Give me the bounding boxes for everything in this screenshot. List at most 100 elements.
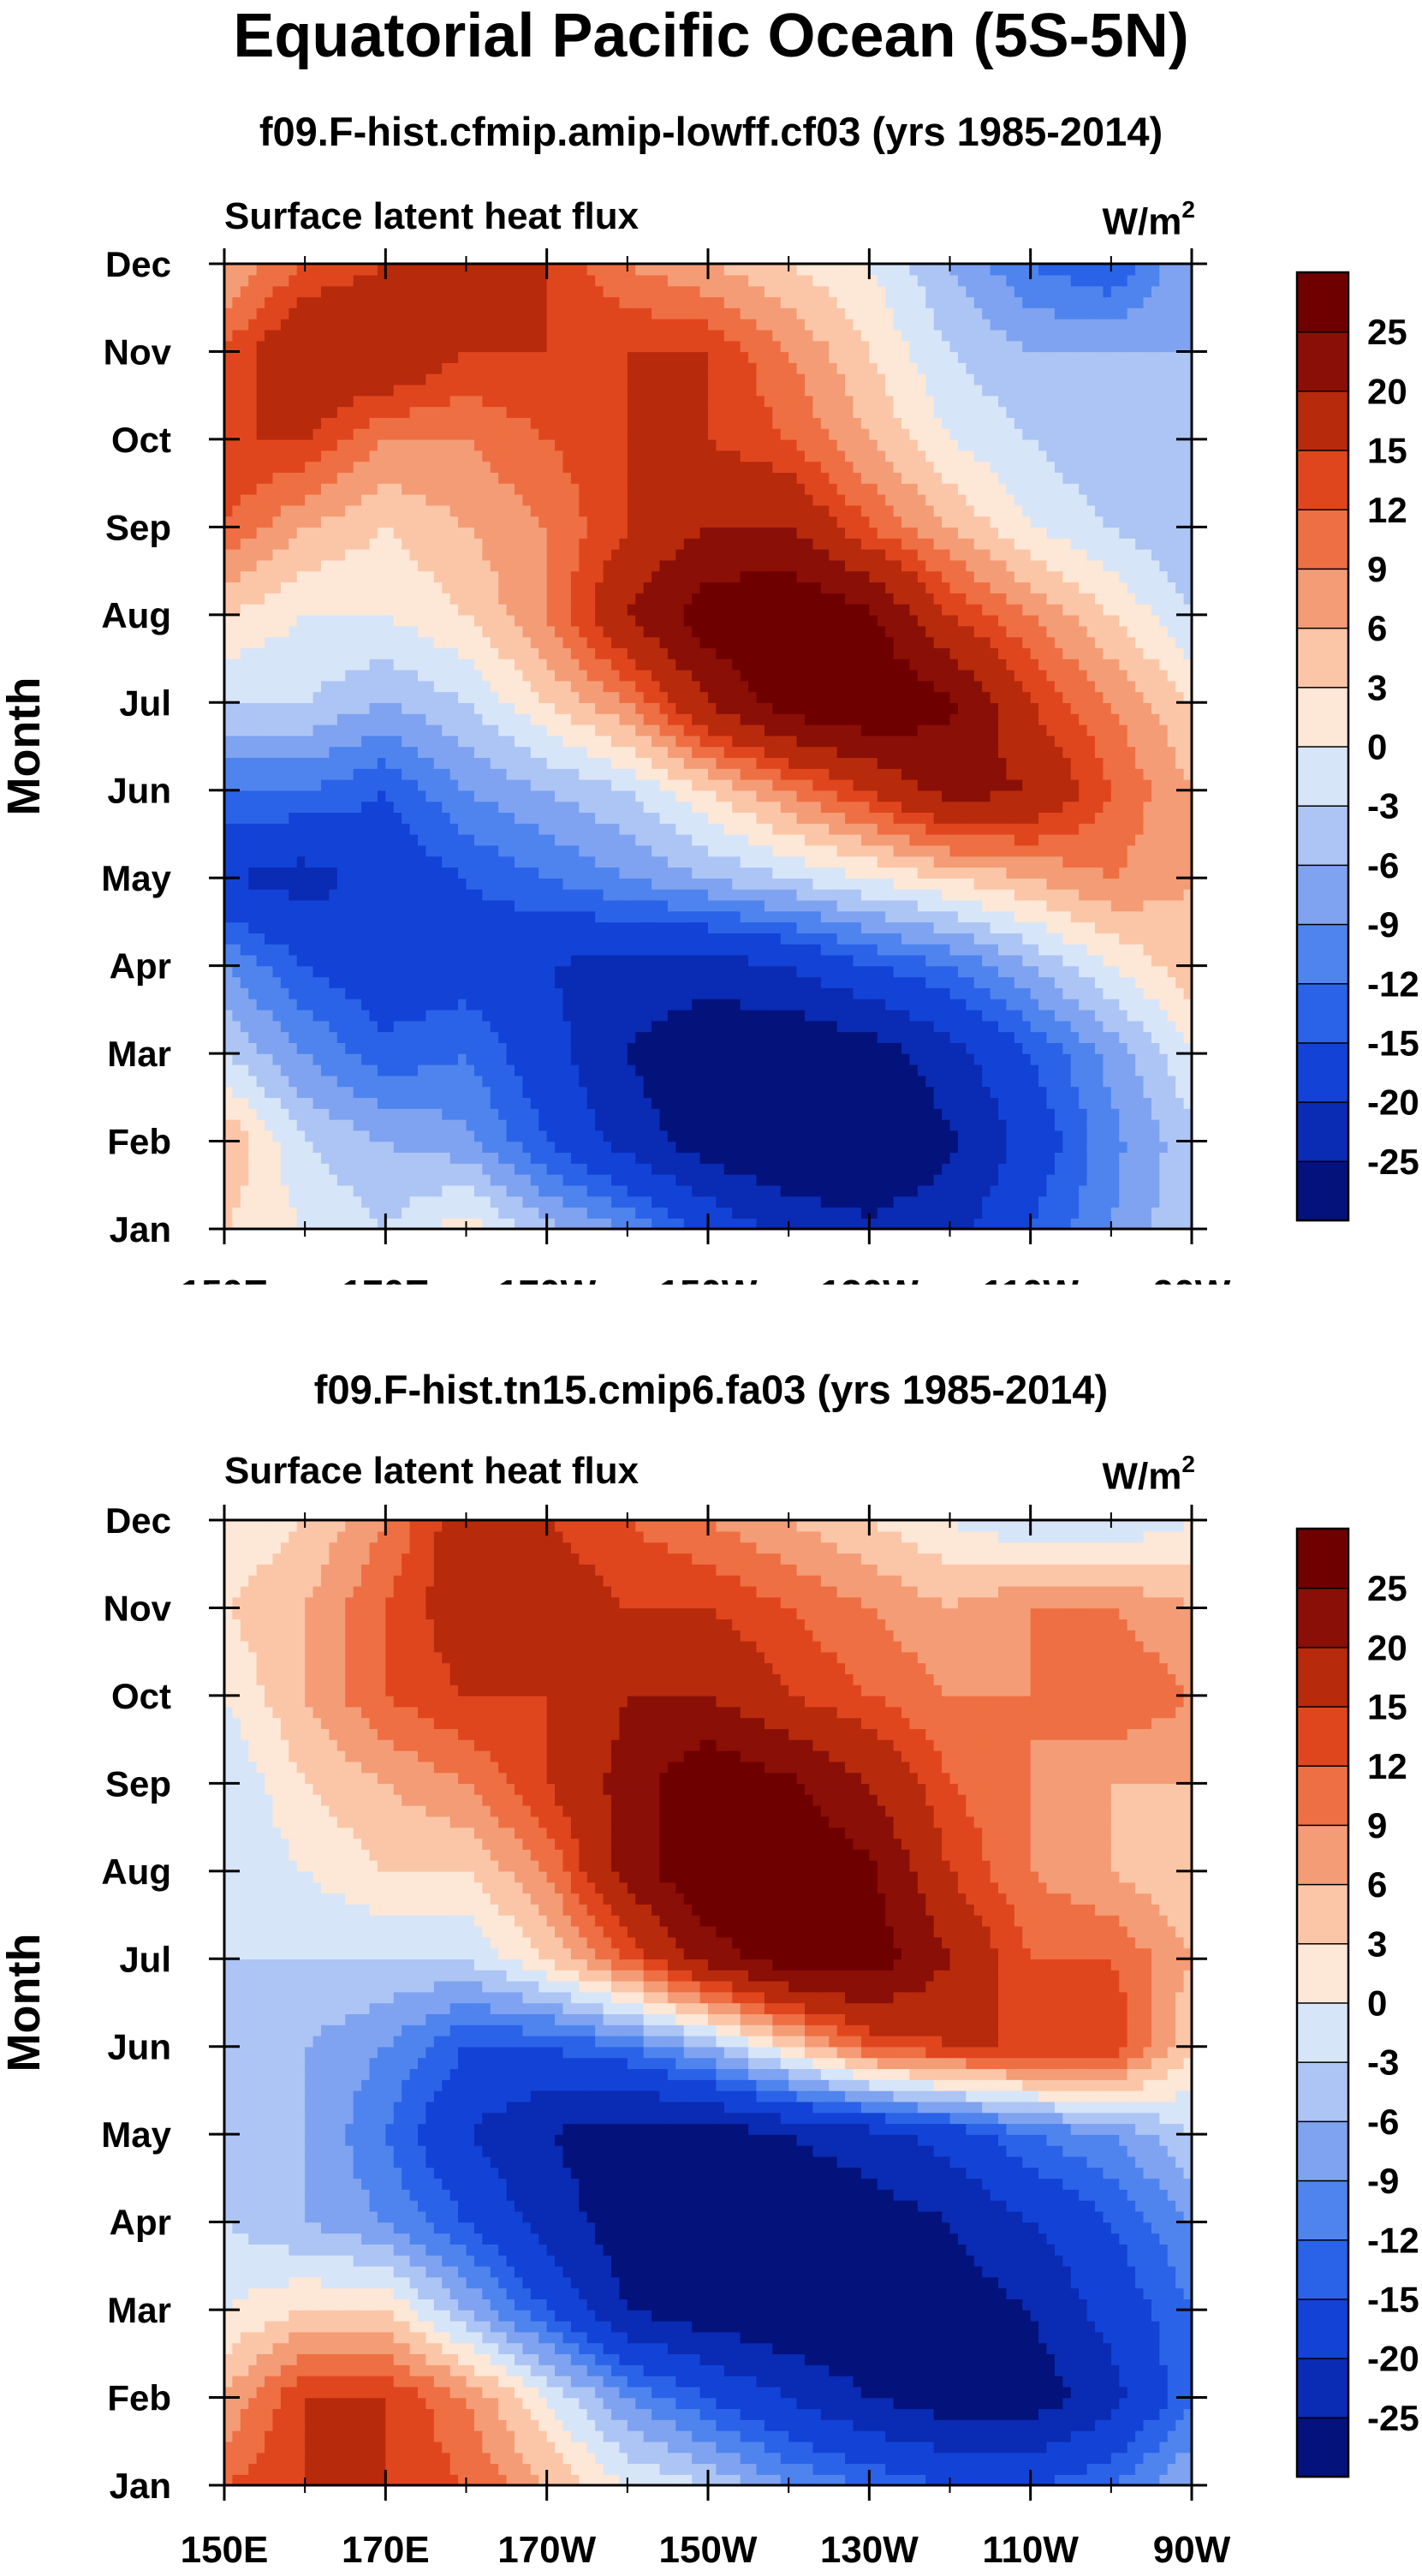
heatmap-cell xyxy=(1086,888,1096,901)
heatmap-cell xyxy=(925,823,935,835)
heatmap-cell xyxy=(699,801,709,814)
heatmap-cell xyxy=(1110,844,1120,857)
heatmap-cell xyxy=(482,801,491,814)
heatmap-cell xyxy=(820,999,830,1011)
heatmap-cell xyxy=(845,1064,854,1076)
heatmap-cell xyxy=(1143,1097,1152,1109)
heatmap-cell xyxy=(901,867,911,879)
heatmap-cell xyxy=(796,987,806,999)
heatmap-cell xyxy=(659,910,669,923)
heatmap-cell xyxy=(1086,1053,1096,1065)
heatmap-cell xyxy=(917,867,926,879)
heatmap-cell xyxy=(1079,1118,1088,1131)
heatmap-cell xyxy=(530,1218,539,1230)
heatmap-cell xyxy=(820,1184,830,1197)
heatmap-cell xyxy=(1006,823,1015,835)
heatmap-cell xyxy=(312,867,322,879)
heatmap-cell xyxy=(425,921,435,933)
heatmap-cell xyxy=(877,1053,886,1065)
heatmap-cell xyxy=(1103,1064,1112,1076)
heatmap-cell xyxy=(425,965,435,978)
heatmap-cell xyxy=(1079,1075,1088,1088)
heatmap-cell xyxy=(643,965,652,978)
heatmap-cell xyxy=(942,933,951,945)
heatmap-cell xyxy=(966,856,975,868)
heatmap-cell xyxy=(692,867,701,879)
heatmap-cell xyxy=(885,1141,895,1154)
heatmap-cell xyxy=(990,1184,999,1197)
heatmap-cell xyxy=(652,1108,661,1120)
heatmap-cell xyxy=(877,778,886,791)
heatmap-cell xyxy=(869,823,878,835)
heatmap-cell xyxy=(248,921,258,933)
heatmap-cell xyxy=(764,933,774,945)
heatmap-cell xyxy=(272,1152,282,1164)
heatmap-cell xyxy=(603,1218,612,1230)
heatmap-cell xyxy=(812,833,822,846)
heatmap-cell xyxy=(748,801,758,814)
heatmap-cell xyxy=(1143,1152,1152,1164)
heatmap-cell xyxy=(611,1108,621,1120)
heatmap-cell xyxy=(498,867,508,879)
heatmap-cell xyxy=(296,1020,306,1033)
heatmap-cell xyxy=(433,987,443,999)
heatmap-cell xyxy=(595,1130,604,1142)
heatmap-cell xyxy=(1086,1152,1096,1164)
heatmap-cell xyxy=(402,1108,411,1120)
heatmap-cell xyxy=(530,1118,539,1131)
heatmap-cell xyxy=(555,1118,564,1131)
heatmap-cell xyxy=(901,844,911,857)
heatmap-cell xyxy=(933,1009,943,1022)
heatmap-cell xyxy=(586,801,596,814)
heatmap-cell xyxy=(829,812,838,824)
heatmap-cell xyxy=(393,910,402,923)
heatmap-cell xyxy=(506,1086,515,1099)
heatmap-cell xyxy=(990,921,999,933)
heatmap-cell xyxy=(409,921,419,933)
heatmap-cell xyxy=(716,987,725,999)
heatmap-cell xyxy=(1175,790,1185,802)
heatmap-cell xyxy=(1183,1141,1193,1154)
heatmap-cell xyxy=(1038,921,1048,933)
heatmap-cell xyxy=(515,1064,524,1076)
heatmap-cell xyxy=(675,1064,685,1076)
heatmap-cell xyxy=(853,999,862,1011)
heatmap-cell xyxy=(812,1064,822,1076)
heatmap-cell xyxy=(586,1218,596,1230)
heatmap-cell xyxy=(482,1152,491,1164)
heatmap-cell xyxy=(353,1075,362,1088)
heatmap-cell xyxy=(949,1042,959,1054)
heatmap-cell xyxy=(449,1207,459,1219)
heatmap-cell xyxy=(619,1053,628,1065)
heatmap-cell xyxy=(764,910,774,923)
heatmap-cell xyxy=(418,1064,427,1076)
heatmap-cell xyxy=(748,1118,758,1131)
heatmap-cell xyxy=(853,1053,862,1065)
heatmap-cell xyxy=(1006,833,1015,846)
heatmap-cell xyxy=(732,933,741,945)
heatmap-cell xyxy=(506,1163,515,1175)
heatmap-cell xyxy=(966,1196,975,1208)
heatmap-cell xyxy=(280,987,290,999)
heatmap-cell xyxy=(498,1009,508,1022)
heatmap-cell xyxy=(312,801,322,814)
heatmap-cell xyxy=(1079,987,1088,999)
heatmap-cell xyxy=(265,1009,274,1022)
heatmap-cell xyxy=(667,1152,677,1164)
heatmap-cell xyxy=(925,899,935,912)
heatmap-cell xyxy=(449,790,459,802)
heatmap-cell xyxy=(756,1118,765,1131)
heatmap-cell xyxy=(361,1097,371,1109)
heatmap-cell xyxy=(942,1173,951,1186)
heatmap-cell xyxy=(635,987,645,999)
heatmap-cell xyxy=(482,856,491,868)
heatmap-cell xyxy=(836,888,846,901)
heatmap-cell xyxy=(336,899,346,912)
heatmap-cell xyxy=(812,999,822,1011)
heatmap-cell xyxy=(812,844,822,857)
heatmap-cell xyxy=(1151,1207,1161,1219)
heatmap-cell xyxy=(949,1173,959,1186)
heatmap-cell xyxy=(1110,976,1120,988)
heatmap-cell xyxy=(224,1042,234,1054)
heatmap-cell xyxy=(409,888,419,901)
